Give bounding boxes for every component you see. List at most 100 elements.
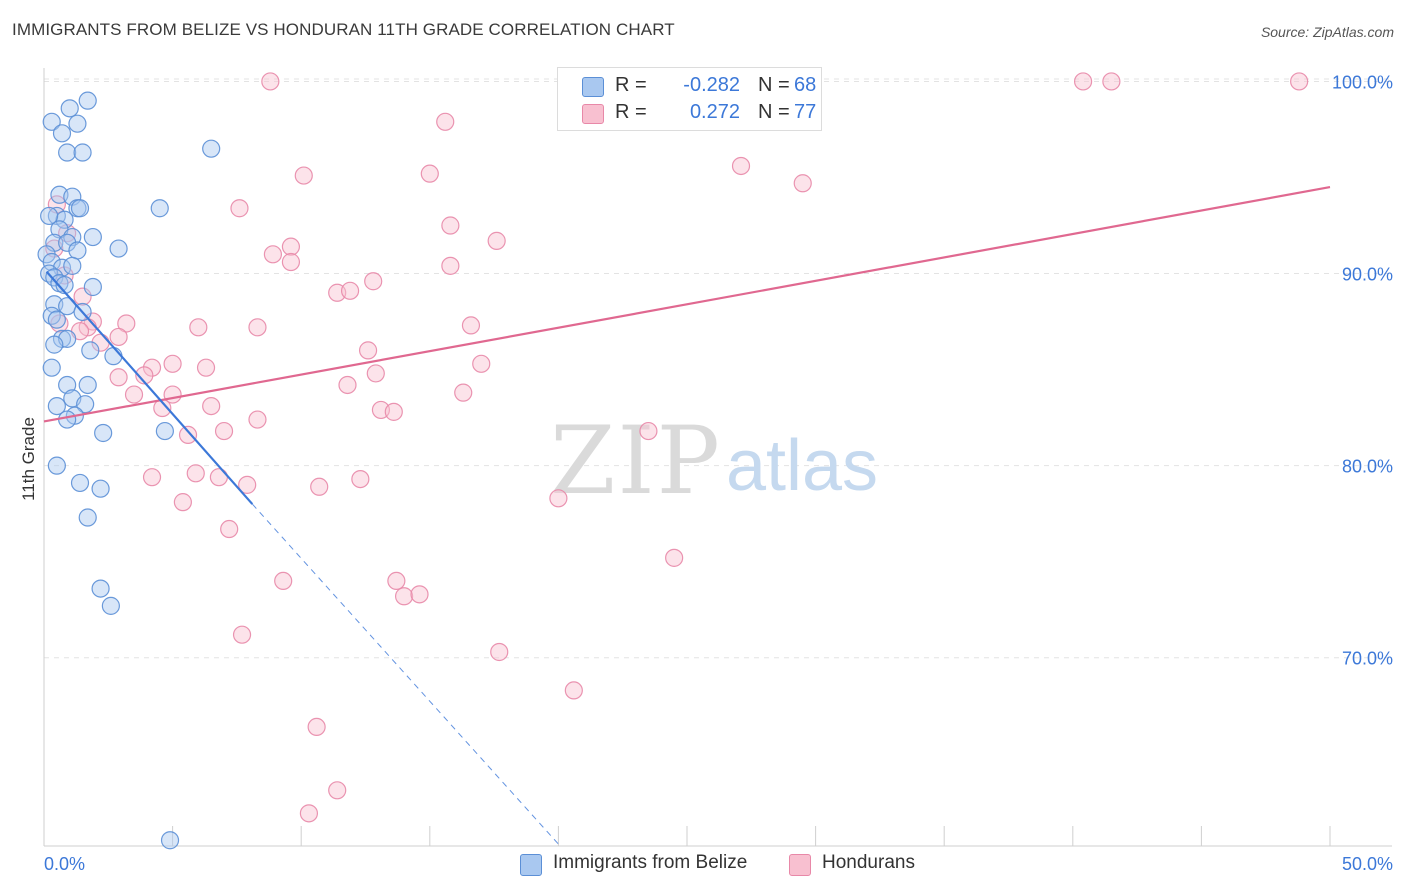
belize-point — [52, 124, 72, 143]
honduran-point — [189, 318, 208, 337]
belize-point — [109, 239, 128, 258]
honduran-point — [420, 164, 439, 183]
belize-swatch — [582, 77, 604, 97]
belize-point — [68, 114, 87, 133]
y-tick-label: 80.0% — [1342, 457, 1393, 477]
honduran-point — [441, 256, 460, 275]
honduran-point — [454, 383, 473, 402]
honduran-point — [248, 410, 267, 429]
honduran-point — [436, 112, 455, 131]
n-value: 77 — [794, 101, 817, 123]
belize-point — [83, 227, 102, 247]
honduran-point — [639, 421, 658, 441]
honduran-point — [109, 368, 128, 387]
honduran-point — [261, 72, 280, 91]
correlation-legend: R = -0.282 N = 68 R = 0.272 N = 77 — [557, 67, 822, 131]
belize-point — [63, 227, 82, 247]
belize-point — [104, 347, 123, 366]
honduran-point — [294, 166, 313, 185]
honduran-point — [220, 519, 239, 539]
honduran-point — [387, 571, 406, 591]
honduran-point — [238, 475, 257, 494]
belize-point — [83, 277, 102, 297]
r-label: R = — [615, 74, 647, 96]
honduran-point — [1290, 72, 1309, 91]
honduran-point — [230, 199, 249, 218]
belize-point — [91, 579, 110, 598]
watermark-atlas: atlas — [726, 426, 878, 506]
n-label: N = — [758, 101, 790, 123]
honduran-point — [410, 585, 429, 604]
belize-point — [58, 410, 77, 429]
honduran-point — [384, 402, 403, 421]
honduran-point — [472, 354, 491, 373]
r-value: -0.282 — [683, 74, 740, 96]
honduran-point — [281, 252, 301, 272]
belize-point — [94, 423, 113, 443]
honduran-swatch — [789, 854, 811, 876]
honduran-point — [173, 493, 192, 512]
honduran-point — [117, 314, 136, 333]
belize-point — [60, 99, 79, 118]
belize-point — [58, 143, 77, 162]
honduran-point — [248, 318, 267, 337]
belize-point — [68, 241, 87, 260]
tick-labels: 70.0% 80.0% 90.0% 100.0% 0.0% 50.0% — [44, 72, 1393, 874]
belize-trendline-extension — [251, 503, 559, 845]
watermark: ZIP atlas — [550, 407, 878, 516]
belize-trendline — [45, 270, 254, 505]
belize-point — [58, 375, 77, 395]
belize-point — [81, 341, 100, 360]
belize-swatch — [520, 854, 542, 876]
x-tick-label-max: 50.0% — [1342, 854, 1393, 874]
honduran-point — [209, 468, 228, 487]
y-tick-label: 70.0% — [1342, 649, 1393, 669]
honduran-point — [490, 642, 509, 662]
belize-point — [45, 268, 64, 287]
honduran-point — [232, 625, 252, 644]
belize-point — [150, 199, 169, 218]
y-tick-label: 90.0% — [1342, 265, 1393, 285]
honduran-point — [549, 489, 568, 508]
belize-point — [47, 396, 66, 416]
series-legend: Immigrants from Belize Hondurans — [0, 852, 1406, 876]
belize-point — [155, 421, 174, 441]
honduran-point — [1102, 72, 1121, 91]
honduran-point — [441, 216, 460, 235]
honduran-point — [186, 464, 205, 483]
belize-point — [101, 596, 120, 615]
axes — [43, 68, 1392, 847]
honduran-point — [793, 174, 812, 193]
belize-point — [40, 206, 59, 226]
belize-point — [47, 456, 66, 475]
belize-point — [42, 252, 61, 272]
honduran-point — [1073, 72, 1093, 91]
honduran-point — [731, 156, 751, 176]
watermark-zip: ZIP — [550, 407, 722, 516]
source-label: Source: ZipAtlas.com — [1260, 24, 1394, 40]
honduran-point — [135, 366, 154, 385]
legend-label: Immigrants from Belize — [553, 852, 748, 873]
honduran-point — [366, 364, 385, 383]
belize-point — [91, 479, 110, 498]
y-axis-label: 11th Grade — [19, 417, 38, 501]
honduran-point — [142, 468, 162, 487]
belize-point — [78, 508, 97, 527]
honduran-point — [281, 237, 301, 256]
belize-point — [78, 91, 97, 110]
honduran-point — [299, 804, 319, 823]
honduran-point — [358, 341, 378, 360]
belize-point — [160, 831, 180, 850]
honduran-point — [487, 231, 506, 250]
honduran-point — [263, 245, 283, 264]
chart-title: IMMIGRANTS FROM BELIZE VS HONDURAN 11TH … — [12, 20, 675, 39]
honduran-point — [142, 358, 162, 377]
honduran-point — [338, 375, 357, 395]
honduran-point — [307, 717, 326, 736]
honduran-point — [310, 477, 329, 496]
series-belize — [37, 91, 221, 850]
r-value: 0.272 — [689, 101, 740, 123]
honduran-point — [328, 781, 347, 800]
honduran-point — [340, 281, 360, 300]
trendlines — [43, 186, 1331, 845]
